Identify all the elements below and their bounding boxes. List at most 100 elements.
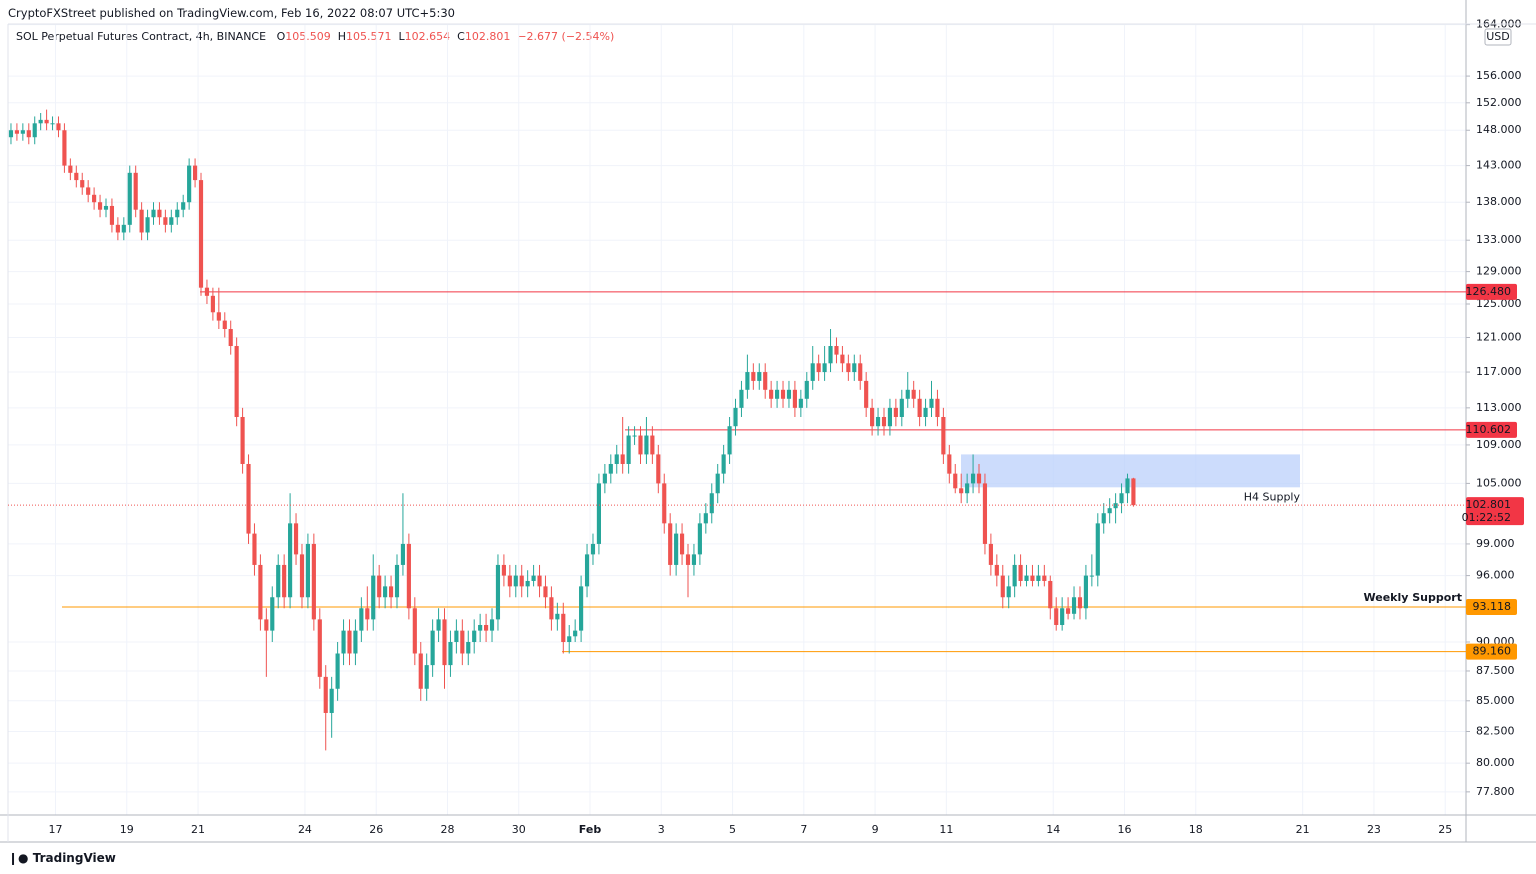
- publish-info: CryptoFXStreet published on TradingView.…: [8, 6, 455, 20]
- y-tick-label: 80.000: [1476, 756, 1515, 769]
- candle-body: [365, 608, 370, 620]
- y-tick-label: 143.000: [1476, 159, 1522, 172]
- candle-body: [656, 454, 661, 484]
- price-badge-label: 89.160: [1473, 645, 1512, 658]
- brand-text: TradingView: [32, 851, 116, 865]
- candle-body: [1113, 503, 1118, 509]
- price-badge-label: 110.602: [1466, 423, 1512, 436]
- candle-body: [852, 363, 857, 373]
- x-tick-label: 9: [872, 823, 879, 836]
- x-tick-label: 26: [369, 823, 383, 836]
- candle-body: [870, 407, 875, 427]
- candle-body: [163, 217, 168, 225]
- y-tick-label: 156.000: [1476, 69, 1522, 82]
- price-badge: [1466, 497, 1524, 526]
- candle-body: [935, 398, 940, 417]
- candle-body: [68, 165, 73, 173]
- candle-body: [745, 372, 750, 390]
- ohlc-value: 102.801: [464, 30, 511, 43]
- candle-body: [198, 180, 204, 288]
- candle-body: [44, 119, 49, 124]
- candle-body: [335, 653, 340, 689]
- candle-body: [1054, 608, 1059, 625]
- countdown: 01:22:52: [1462, 511, 1511, 524]
- price-badge: [1466, 421, 1517, 438]
- candle-body: [246, 463, 251, 534]
- y-tick-label: 133.000: [1476, 233, 1522, 246]
- candle-body: [602, 473, 607, 484]
- x-tick-label: 25: [1438, 823, 1452, 836]
- candle-body: [299, 554, 305, 598]
- candle-body: [157, 209, 162, 218]
- y-tick-label: 87.500: [1476, 664, 1515, 677]
- y-tick-label: 105.000: [1476, 476, 1522, 489]
- candle-body: [187, 165, 192, 203]
- candle-body: [959, 488, 964, 494]
- candle-body: [519, 575, 524, 587]
- candle-body: [1006, 586, 1011, 598]
- candle-body: [252, 533, 257, 565]
- candle-body: [1131, 478, 1136, 506]
- candle-body: [383, 586, 388, 598]
- candle-body: [650, 435, 655, 455]
- candle-body: [679, 533, 685, 555]
- candle-body: [543, 586, 548, 598]
- candle-body: [288, 523, 293, 598]
- candle-body: [531, 575, 536, 581]
- candle-body: [26, 130, 31, 138]
- candle-body: [347, 630, 352, 654]
- candle-body: [739, 389, 744, 408]
- candle-body: [353, 630, 358, 654]
- zone-label: H4 Supply: [1244, 490, 1301, 503]
- candle-body: [727, 426, 732, 455]
- candle-body: [1119, 493, 1124, 504]
- candle-body: [668, 523, 673, 565]
- candle-body: [103, 205, 109, 210]
- candle-body: [596, 483, 601, 544]
- candle-body: [923, 407, 928, 417]
- candle-body: [715, 473, 720, 494]
- candle-body: [549, 597, 554, 620]
- candle-body: [840, 354, 845, 364]
- candle-body: [721, 454, 726, 474]
- candle-body: [14, 130, 19, 134]
- candle-body: [1060, 608, 1065, 625]
- candle-body: [638, 435, 643, 455]
- candle-body: [941, 416, 946, 455]
- candle-body: [632, 435, 637, 437]
- y-tick-label: 82.500: [1476, 725, 1515, 738]
- x-tick-label: 30: [512, 823, 526, 836]
- candle-body: [495, 564, 501, 620]
- y-tick-label: 113.000: [1476, 401, 1522, 414]
- candle-body: [982, 483, 988, 544]
- x-tick-label: 17: [49, 823, 63, 836]
- x-tick-label: Feb: [579, 823, 602, 836]
- candle-body: [412, 608, 417, 654]
- candle-body: [377, 575, 382, 598]
- candle-body: [436, 619, 441, 631]
- candle-body: [484, 624, 489, 631]
- x-tick-label: 14: [1046, 823, 1060, 836]
- candle-body: [86, 187, 91, 195]
- candle-body: [62, 130, 67, 166]
- candle-body: [988, 543, 993, 565]
- price-badge-label: 126.480: [1466, 285, 1512, 298]
- currency: USD: [1486, 30, 1510, 43]
- candle-body: [1000, 575, 1005, 598]
- candle-body: [864, 380, 869, 408]
- ohlc-value: 105.571: [346, 30, 392, 43]
- y-tick-label: 117.000: [1476, 365, 1522, 378]
- candle-body: [1018, 564, 1023, 581]
- candle-body: [270, 597, 275, 631]
- price-badge: [1466, 598, 1517, 615]
- candle-body: [258, 564, 263, 620]
- candle-body: [1024, 575, 1029, 581]
- ohlc-key: L: [398, 30, 405, 43]
- candle-body: [555, 613, 560, 620]
- x-tick-label: 24: [298, 823, 312, 836]
- candle-body: [763, 372, 768, 390]
- candle-body: [109, 205, 115, 225]
- candle-body: [240, 416, 245, 464]
- candle-body: [20, 130, 25, 134]
- candle-body: [32, 123, 37, 138]
